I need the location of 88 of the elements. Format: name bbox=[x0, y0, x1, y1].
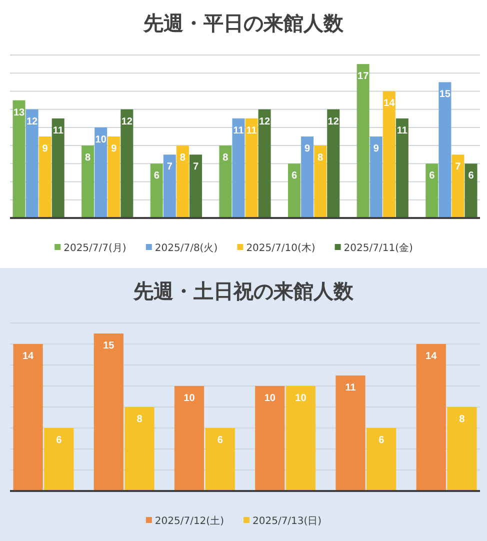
bar bbox=[82, 146, 94, 218]
bar bbox=[94, 127, 108, 218]
bar bbox=[370, 136, 382, 218]
data-label: 10 bbox=[295, 393, 307, 404]
bar bbox=[396, 118, 408, 218]
data-label: 14 bbox=[384, 98, 396, 110]
bar bbox=[258, 109, 271, 218]
bar bbox=[13, 344, 43, 491]
legend-label: 2025/7/13(日) bbox=[252, 516, 322, 527]
bar bbox=[52, 118, 64, 218]
bar bbox=[232, 118, 245, 218]
bar bbox=[327, 109, 340, 218]
data-label: 11 bbox=[52, 125, 64, 136]
bar bbox=[288, 164, 301, 218]
bar bbox=[366, 428, 396, 491]
data-label: 14 bbox=[426, 351, 438, 362]
chart-title: 先週・平日の来館人数 bbox=[142, 11, 344, 35]
bar bbox=[356, 64, 370, 218]
bar bbox=[12, 100, 26, 218]
data-label: 9 bbox=[111, 144, 118, 154]
data-label: 10 bbox=[264, 393, 276, 404]
data-label: 14 bbox=[22, 351, 34, 362]
data-label: 8 bbox=[318, 152, 324, 164]
bar bbox=[286, 386, 316, 491]
chart-title: 先週・土日祝の来館人数 bbox=[132, 279, 354, 303]
bar bbox=[44, 428, 74, 491]
data-label: 17 bbox=[358, 71, 370, 82]
data-label: 9 bbox=[304, 144, 311, 154]
bar bbox=[245, 118, 258, 218]
data-label: 12 bbox=[328, 116, 340, 128]
data-label: 6 bbox=[291, 170, 298, 182]
bar bbox=[108, 136, 120, 218]
data-label: 7 bbox=[192, 162, 199, 173]
bar bbox=[38, 136, 52, 218]
data-label: 13 bbox=[13, 107, 26, 118]
data-label: 6 bbox=[217, 435, 224, 446]
data-label: 6 bbox=[429, 170, 436, 182]
data-label: 8 bbox=[180, 152, 186, 164]
bar bbox=[26, 109, 38, 218]
data-label: 8 bbox=[222, 152, 229, 164]
data-label: 7 bbox=[455, 162, 462, 173]
bar bbox=[452, 154, 464, 218]
bar bbox=[447, 407, 477, 491]
data-label: 15 bbox=[439, 89, 451, 100]
data-label: 9 bbox=[373, 144, 380, 154]
data-label: 7 bbox=[166, 162, 173, 173]
bar bbox=[255, 386, 285, 491]
data-label: 6 bbox=[468, 170, 474, 182]
legend-label: 2025/7/8(火) bbox=[154, 242, 218, 254]
data-label: 15 bbox=[103, 340, 115, 352]
bar bbox=[314, 146, 327, 218]
data-label: 9 bbox=[42, 144, 48, 154]
data-label: 11 bbox=[396, 125, 408, 136]
legend-label: 2025/7/12(土) bbox=[154, 515, 224, 527]
data-label: 6 bbox=[56, 435, 62, 446]
bar bbox=[94, 334, 124, 491]
bar bbox=[205, 428, 235, 491]
data-label: 11 bbox=[233, 125, 244, 136]
bar bbox=[163, 154, 176, 218]
bar bbox=[189, 154, 202, 218]
data-label: 12 bbox=[26, 116, 38, 128]
bar bbox=[464, 164, 478, 218]
bar bbox=[219, 146, 232, 218]
bar bbox=[150, 164, 163, 218]
bar bbox=[124, 407, 154, 491]
data-label: 8 bbox=[85, 152, 92, 164]
bar bbox=[120, 109, 134, 218]
bar bbox=[336, 376, 366, 491]
data-label: 10 bbox=[95, 134, 107, 146]
data-label: 12 bbox=[258, 116, 271, 128]
legend-label: 2025/7/7(月) bbox=[64, 243, 126, 254]
data-label: 11 bbox=[246, 125, 258, 136]
data-label: 11 bbox=[345, 382, 356, 394]
legend-label: 2025/7/10(木) bbox=[246, 242, 316, 254]
bar bbox=[438, 82, 452, 218]
data-label: 8 bbox=[459, 414, 466, 425]
legend-label: 2025/7/11(金) bbox=[344, 242, 413, 254]
bar bbox=[176, 146, 189, 218]
bar bbox=[426, 164, 438, 218]
bar bbox=[174, 386, 204, 491]
data-label: 12 bbox=[121, 116, 133, 128]
data-label: 8 bbox=[136, 414, 143, 425]
bar bbox=[301, 136, 314, 218]
data-label: 10 bbox=[184, 393, 196, 404]
data-label: 6 bbox=[154, 170, 160, 182]
data-label: 6 bbox=[378, 435, 385, 446]
bar bbox=[416, 344, 446, 491]
bar bbox=[382, 91, 396, 218]
